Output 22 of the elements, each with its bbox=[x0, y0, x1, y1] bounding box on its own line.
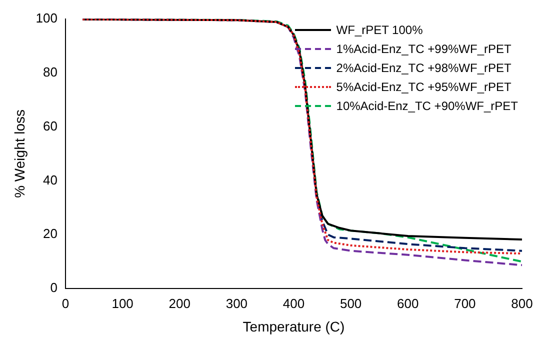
x-tick-label: 700 bbox=[454, 296, 476, 311]
legend-label: 1%Acid-Enz_TC +99%WF_rPET bbox=[336, 42, 512, 56]
y-tick-label: 40 bbox=[43, 172, 58, 188]
legend-label: 5%Acid-Enz_TC +95%WF_rPET bbox=[336, 80, 512, 94]
x-tick-label: 300 bbox=[226, 296, 248, 311]
x-tick-label: 500 bbox=[340, 296, 362, 311]
y-tick-label: 60 bbox=[43, 118, 58, 134]
x-tick-label: 600 bbox=[397, 296, 419, 311]
x-tick-label: 400 bbox=[282, 296, 305, 311]
legend-label: 2%Acid-Enz_TC +98%WF_rPET bbox=[336, 61, 512, 76]
x-tick-label: 800 bbox=[511, 296, 533, 311]
y-tick-label: 100 bbox=[36, 10, 58, 26]
legend-label: 10%Acid-Enz_TC +90%WF_rPET bbox=[336, 99, 518, 114]
y-axis-title: % Weight loss bbox=[11, 109, 28, 198]
x-tick-label: 200 bbox=[168, 296, 190, 311]
x-tick-label: 0 bbox=[62, 296, 70, 311]
y-tick-label: 20 bbox=[43, 226, 58, 242]
y-tick-label: 80 bbox=[43, 64, 58, 80]
y-tick-label: 0 bbox=[50, 280, 58, 296]
x-tick-label: 100 bbox=[112, 296, 134, 311]
x-axis-title: Temperature (C) bbox=[242, 318, 345, 334]
legend-label: WF_rPET 100% bbox=[336, 23, 423, 38]
